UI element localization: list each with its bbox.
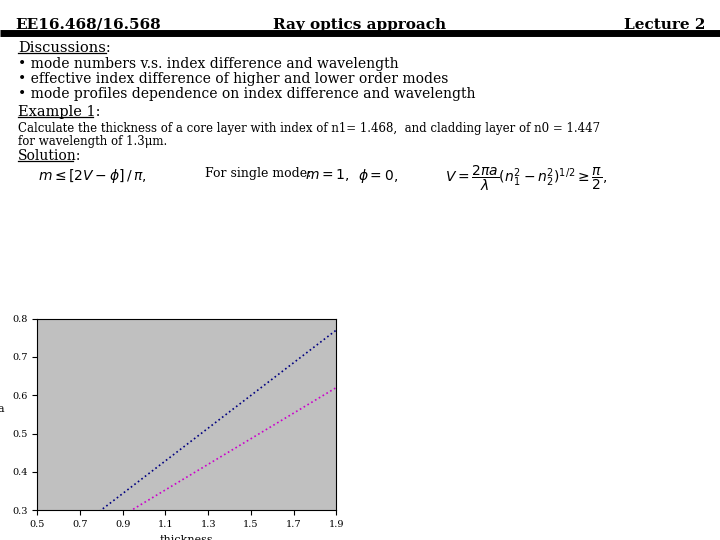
Text: Discussions:: Discussions: bbox=[18, 41, 111, 55]
Text: Solution:: Solution: bbox=[18, 149, 81, 163]
X-axis label: thickness: thickness bbox=[160, 535, 214, 540]
Text: Lecture 2: Lecture 2 bbox=[624, 18, 705, 32]
Text: • mode profiles dependence on index difference and wavelength: • mode profiles dependence on index diff… bbox=[18, 87, 475, 101]
Text: • mode numbers v.s. index difference and wavelength: • mode numbers v.s. index difference and… bbox=[18, 57, 399, 71]
Text: $m \leq [2V - \phi]\,/\,\pi,$: $m \leq [2V - \phi]\,/\,\pi,$ bbox=[38, 167, 146, 185]
Text: $m = 1,$: $m = 1,$ bbox=[305, 167, 349, 183]
Text: For single mode:: For single mode: bbox=[205, 167, 311, 180]
Text: Ray optics approach: Ray optics approach bbox=[274, 18, 446, 32]
Text: Calculate the thickness of a core layer with index of n1= 1.468,  and cladding l: Calculate the thickness of a core layer … bbox=[18, 122, 600, 135]
Text: $\phi = 0,$: $\phi = 0,$ bbox=[358, 167, 398, 185]
Text: EE16.468/16.568: EE16.468/16.568 bbox=[15, 18, 161, 32]
Y-axis label: a: a bbox=[0, 404, 4, 415]
Text: $V = \dfrac{2\pi a}{\lambda}(n_1^2 - n_2^2)^{1/2} \geq \dfrac{\pi}{2},$: $V = \dfrac{2\pi a}{\lambda}(n_1^2 - n_2… bbox=[445, 164, 607, 193]
Text: Example 1:: Example 1: bbox=[18, 105, 101, 119]
Text: for wavelength of 1.3μm.: for wavelength of 1.3μm. bbox=[18, 135, 167, 148]
Text: • effective index difference of higher and lower order modes: • effective index difference of higher a… bbox=[18, 72, 449, 86]
